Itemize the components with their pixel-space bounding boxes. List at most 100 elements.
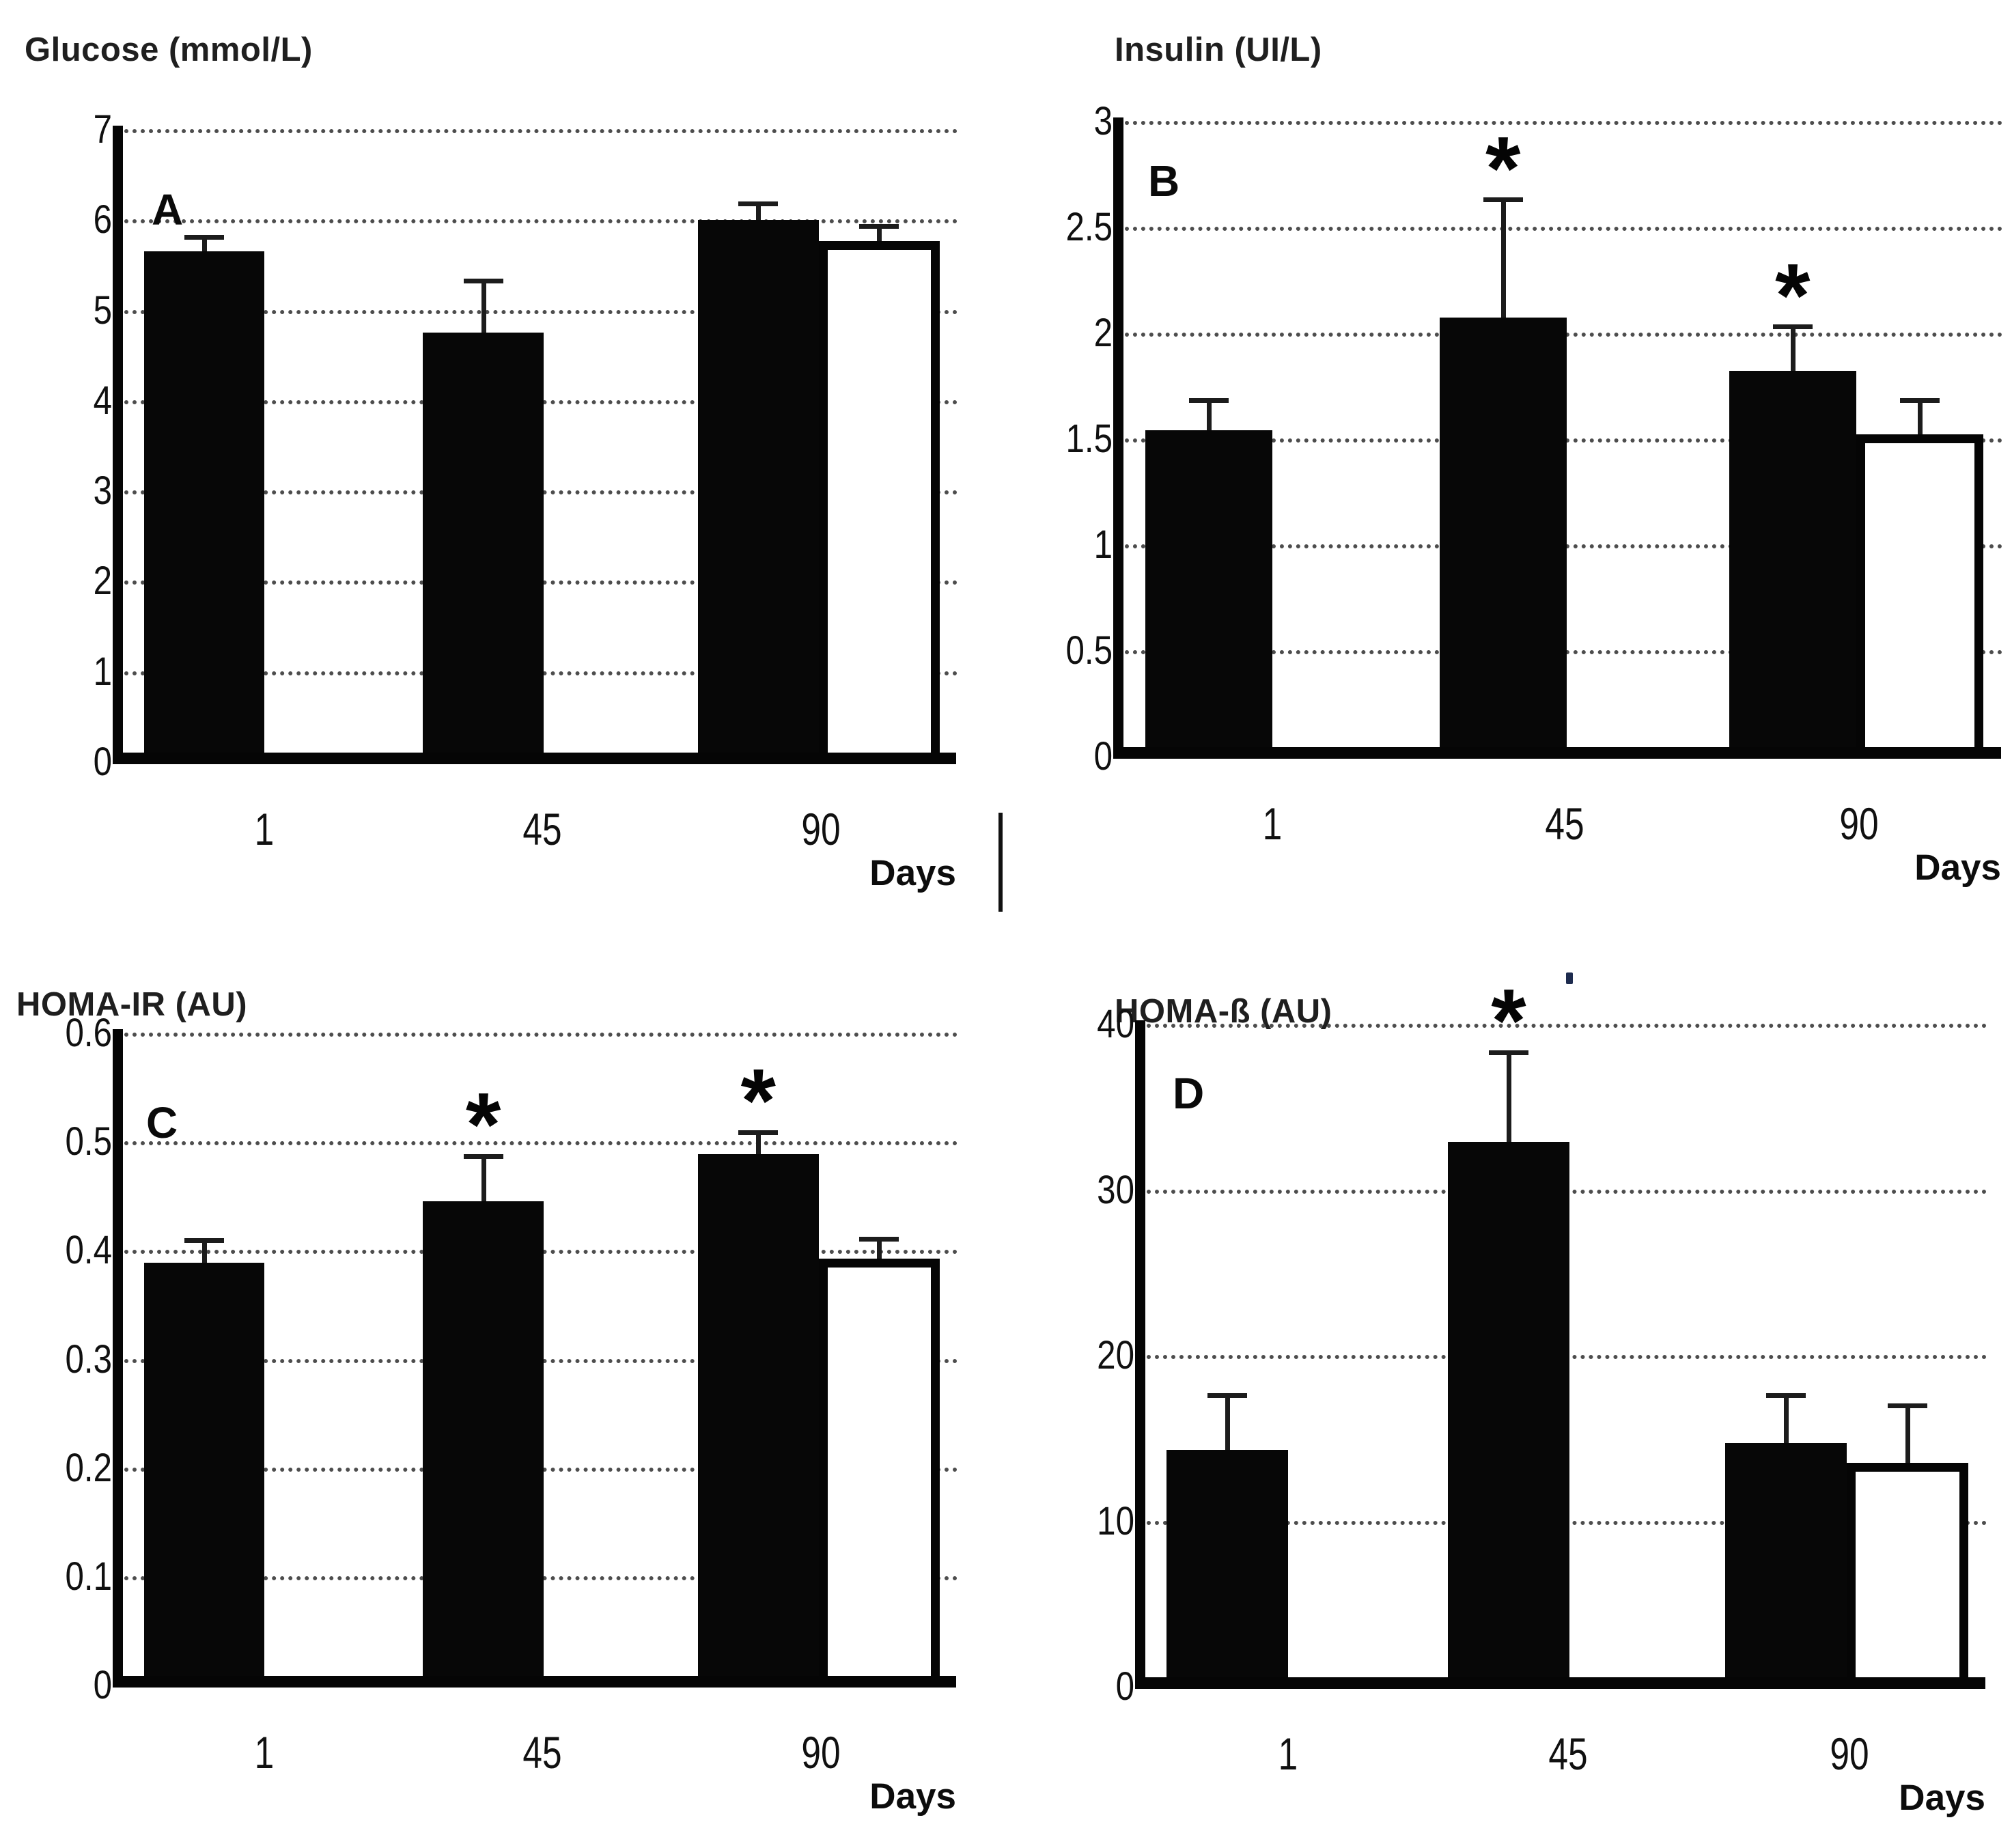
y-axis-line [1135,1020,1145,1688]
error-bar-stem [1506,1050,1511,1142]
error-bar [1888,1403,1928,1464]
y-tick-label: 2.5 [1065,205,1113,249]
y-tick-label: 3 [93,468,112,514]
error-bar-stem [1905,1403,1911,1464]
error-bar-stem [201,235,207,251]
y-tick-label: 3 [1093,99,1113,143]
x-tick-label: 1 [1278,1728,1298,1779]
white-bar-day-90 [818,1258,940,1687]
plot-area: * * [1113,117,2002,759]
x-tick-label: 90 [801,804,841,854]
white-bar-day-90 [1847,1463,1969,1688]
black-bar-day-1 [1145,430,1273,758]
error-bar-stem [1225,1393,1230,1450]
error-bar-stem [201,1237,207,1263]
panel-letter: C [146,1098,178,1147]
x-axis-label: Days [869,1776,956,1817]
y-tick-label: 2 [93,559,112,604]
y-tick-label: 1 [1093,522,1113,567]
error-bar-cap [1900,398,1940,404]
error-bar [1483,197,1523,318]
y-tick-label: 10 [1097,1498,1134,1543]
x-tick-label: 45 [1548,1728,1588,1779]
x-tick-label: 1 [1263,798,1283,849]
gridline-40 [1147,1024,1987,1028]
error-bar [184,235,224,251]
y-tick-label: 0 [93,1663,112,1707]
y-tick-label: 20 [1097,1333,1134,1377]
y-tick-label: 0.3 [65,1336,112,1382]
error-bar [184,1237,224,1263]
y-tick-label: 30 [1097,1167,1134,1212]
panel-homa-beta: HOMA-ß (AU) D * Days 40 30 20 10 0 1 45 90 [1038,929,2012,1848]
black-bar-day-1 [1166,1449,1289,1688]
x-axis-label: Days [1914,848,2001,888]
y-tick-label: 0.2 [65,1445,112,1490]
error-bar-stem [756,1130,762,1155]
x-axis-label: Days [869,853,956,893]
error-bar-stem [877,1237,882,1259]
x-tick-label: 90 [1839,798,1879,849]
black-bar-day-90 [1729,370,1856,758]
gridline-0.6 [124,1033,958,1037]
error-bar [1765,1393,1806,1444]
panel-insulin: Insulin (UI/L) B * * Days 3 2.5 2 1.5 1 0.5 0 1 4… [1038,0,2012,924]
error-bar-cap [1888,1403,1928,1408]
error-bar-cap [463,278,503,283]
error-bar-stem [877,224,882,242]
error-bar [859,1237,899,1259]
error-bar-stem [1783,1393,1789,1444]
gridline-7 [124,129,958,133]
error-bar-cap [1189,398,1229,403]
x-tick-label: 45 [522,1727,562,1778]
gridline-0.5 [124,1141,958,1146]
panel-title: HOMA-IR (AU) [16,985,248,1023]
y-tick-label: 6 [93,197,112,242]
y-axis-line [113,126,123,764]
black-bar-day-45 [423,1201,544,1687]
black-bar-day-45 [1447,1141,1570,1688]
panel-letter: B [1148,156,1180,206]
y-tick-label: 0.1 [65,1554,112,1599]
plot-area: * * [113,1029,958,1688]
error-bar [1488,1050,1528,1142]
black-bar-day-90 [697,1154,819,1687]
y-tick-label: 0.6 [65,1011,112,1055]
error-bar-cap [184,235,224,240]
error-bar-stem [1918,398,1923,434]
black-bar-day-45 [1439,318,1567,758]
white-bar-day-90 [818,241,940,764]
x-tick-label: 45 [1545,798,1584,849]
error-bar [1900,398,1940,434]
y-tick-label: 0.5 [1065,628,1113,673]
x-tick-label: 45 [522,804,562,854]
error-bar-cap [463,1154,503,1160]
x-axis-line [1113,747,2001,759]
y-tick-label: 2 [1093,311,1113,355]
error-bar-cap [1483,197,1523,202]
error-bar-cap [1207,1393,1247,1399]
panel-letter: A [152,185,184,234]
black-bar-day-1 [143,251,265,764]
panel-letter: D [1173,1069,1205,1118]
gridline-6 [124,219,958,224]
error-bar-stem [756,201,762,220]
error-bar [463,1154,503,1201]
error-bar [463,278,503,333]
error-bar-cap [859,224,899,229]
error-bar-stem [481,1154,486,1201]
black-bar-day-45 [423,333,544,764]
y-tick-label: 0 [93,740,112,784]
error-bar-cap [1765,1393,1806,1399]
error-bar [738,1130,779,1155]
error-bar-stem [1500,197,1506,318]
error-bar-cap [738,201,779,207]
y-axis-line [1113,117,1123,758]
gridline-3 [1125,121,2002,125]
y-axis-line [113,1029,123,1687]
x-tick-label: 90 [1830,1728,1869,1779]
plot-area [113,126,958,764]
y-tick-label: 0.5 [65,1119,112,1164]
error-bar [1189,398,1229,430]
plot-area: * [1135,972,1987,1689]
